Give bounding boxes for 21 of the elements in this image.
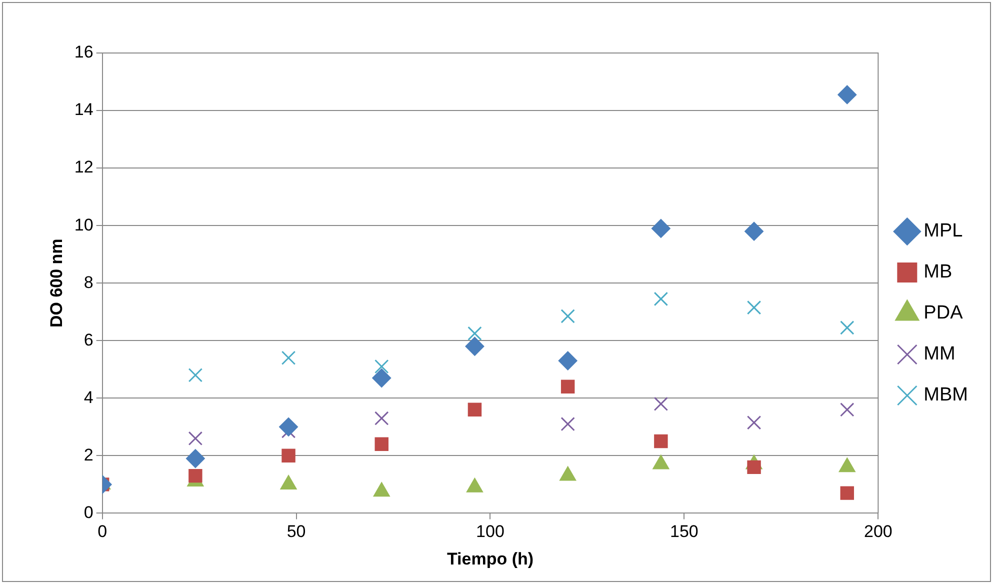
y-tick-label: 2: [84, 445, 94, 464]
y-tick-label: 6: [84, 330, 94, 350]
x-tick-label: 150: [670, 522, 698, 542]
y-axis-title: DO 600 nm: [46, 238, 66, 328]
y-tick-label: 0: [84, 502, 94, 522]
y-tick-label: 8: [84, 272, 94, 292]
y-tick-label: 10: [74, 215, 94, 234]
legend-label: MBM: [924, 384, 968, 406]
y-tick-label: 4: [84, 388, 94, 407]
legend-label: MM: [924, 344, 956, 365]
y-tick-label: 14: [74, 100, 94, 120]
legend-label: MB: [924, 262, 952, 283]
x-tick-label: 200: [864, 522, 892, 542]
y-tick-label: 16: [74, 42, 94, 62]
x-tick-label: 100: [476, 522, 504, 542]
legend-label: PDA: [924, 302, 964, 324]
x-axis-title: Tiempo (h): [446, 549, 534, 568]
y-tick-label: 12: [74, 158, 94, 177]
x-tick-label: 50: [286, 522, 306, 542]
x-tick-label: 0: [98, 522, 108, 542]
legend-label: MPL: [924, 220, 963, 242]
